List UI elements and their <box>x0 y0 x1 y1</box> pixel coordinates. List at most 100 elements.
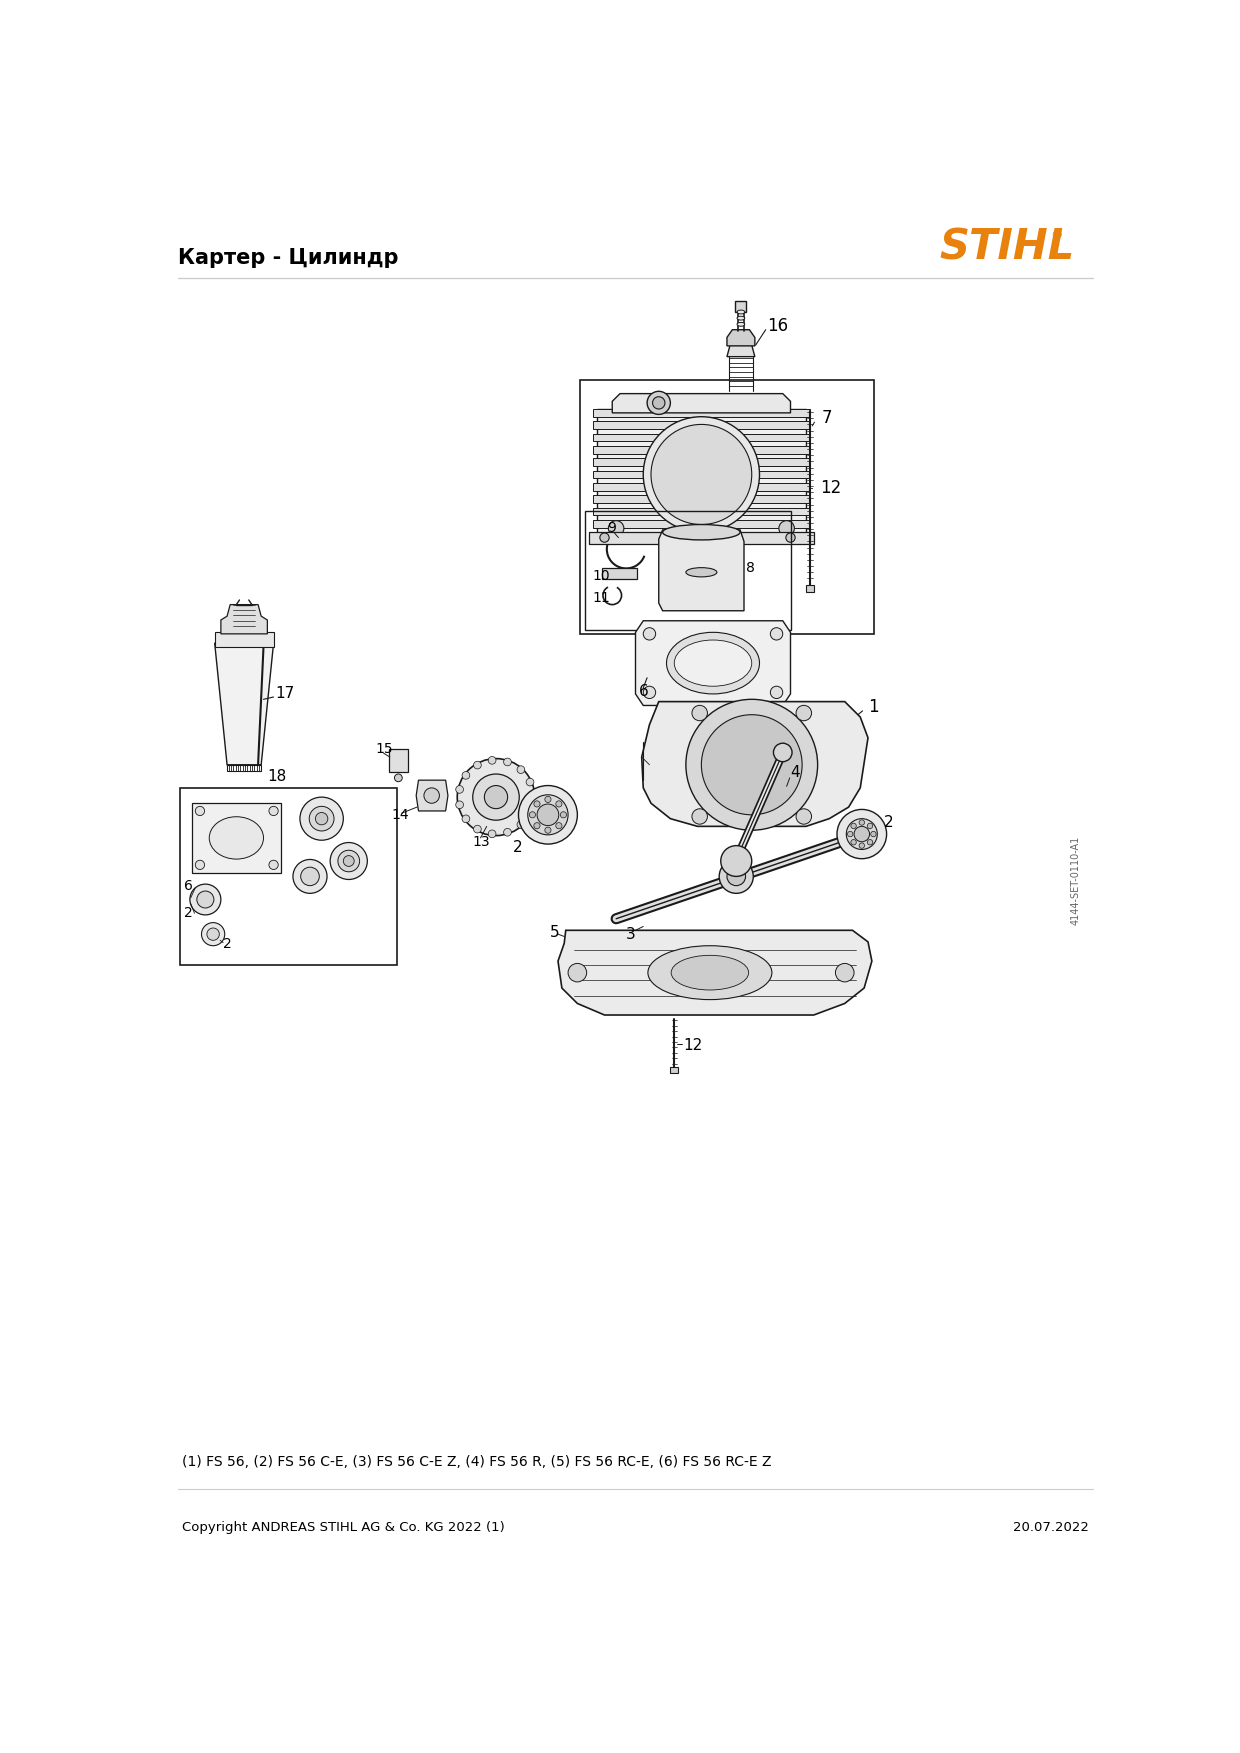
Text: 6: 6 <box>185 880 193 894</box>
Circle shape <box>774 743 792 763</box>
Ellipse shape <box>667 633 759 694</box>
Circle shape <box>851 840 857 845</box>
Circle shape <box>526 808 534 815</box>
Polygon shape <box>727 330 755 345</box>
Polygon shape <box>658 529 744 610</box>
Text: 2: 2 <box>883 815 893 829</box>
Circle shape <box>609 521 624 536</box>
Text: 17: 17 <box>275 687 294 701</box>
Circle shape <box>556 822 562 829</box>
Circle shape <box>779 521 795 536</box>
Circle shape <box>472 775 520 820</box>
Circle shape <box>300 798 343 840</box>
Bar <box>671 1066 678 1073</box>
Circle shape <box>315 812 327 826</box>
Circle shape <box>647 391 671 414</box>
Ellipse shape <box>210 817 263 859</box>
Circle shape <box>394 775 402 782</box>
Circle shape <box>859 820 864 826</box>
Circle shape <box>727 868 745 885</box>
Circle shape <box>528 794 568 834</box>
Circle shape <box>195 806 205 815</box>
Circle shape <box>719 859 753 894</box>
Circle shape <box>867 824 873 829</box>
Circle shape <box>560 812 567 819</box>
Text: 12: 12 <box>820 479 841 496</box>
Text: 10: 10 <box>593 570 610 584</box>
Circle shape <box>847 819 878 850</box>
Bar <box>593 482 810 491</box>
Circle shape <box>463 815 470 822</box>
Polygon shape <box>727 345 755 356</box>
Bar <box>192 803 281 873</box>
Text: 8: 8 <box>745 561 754 575</box>
Ellipse shape <box>671 955 749 990</box>
Circle shape <box>686 699 817 831</box>
Bar <box>593 433 810 442</box>
Bar <box>593 521 810 528</box>
Circle shape <box>300 868 320 885</box>
Polygon shape <box>596 408 806 536</box>
Circle shape <box>870 831 877 836</box>
Text: 15: 15 <box>376 742 393 756</box>
Text: 2: 2 <box>513 840 523 855</box>
Bar <box>589 533 813 543</box>
Ellipse shape <box>686 568 717 577</box>
Text: 2: 2 <box>185 906 193 920</box>
Circle shape <box>293 859 327 894</box>
Circle shape <box>644 417 759 533</box>
Circle shape <box>474 826 481 833</box>
Ellipse shape <box>662 524 740 540</box>
Polygon shape <box>613 394 791 414</box>
Bar <box>593 508 810 515</box>
Circle shape <box>529 794 537 801</box>
Bar <box>180 787 397 964</box>
Circle shape <box>309 806 334 831</box>
Circle shape <box>556 801 562 806</box>
Circle shape <box>644 685 656 698</box>
Circle shape <box>456 785 464 794</box>
Circle shape <box>692 808 708 824</box>
Circle shape <box>503 829 511 836</box>
Text: 12: 12 <box>683 1038 703 1054</box>
Bar <box>580 380 874 635</box>
Circle shape <box>456 801 464 808</box>
Text: 11: 11 <box>593 591 610 605</box>
Circle shape <box>770 628 782 640</box>
Circle shape <box>517 766 525 773</box>
Circle shape <box>458 759 534 836</box>
Text: (1) FS 56, (2) FS 56 C-E, (3) FS 56 C-E Z, (4) FS 56 R, (5) FS 56 RC-E, (6) FS 5: (1) FS 56, (2) FS 56 C-E, (3) FS 56 C-E … <box>182 1455 771 1469</box>
Text: 7: 7 <box>821 408 832 428</box>
Circle shape <box>529 812 536 819</box>
Text: 2: 2 <box>223 938 232 952</box>
Polygon shape <box>635 621 791 705</box>
Circle shape <box>568 964 587 982</box>
Text: Copyright ANDREAS STIHL AG & Co. KG 2022 (1): Copyright ANDREAS STIHL AG & Co. KG 2022… <box>182 1520 505 1534</box>
Circle shape <box>269 861 278 869</box>
Text: 6: 6 <box>640 684 649 699</box>
Bar <box>593 458 810 466</box>
Bar <box>593 496 810 503</box>
Text: 14: 14 <box>392 808 409 822</box>
Text: 1: 1 <box>868 698 879 715</box>
Circle shape <box>786 533 795 542</box>
Circle shape <box>544 827 551 833</box>
Bar <box>585 510 791 629</box>
Circle shape <box>517 820 525 829</box>
Circle shape <box>207 927 219 940</box>
Circle shape <box>692 705 708 720</box>
Circle shape <box>537 805 559 826</box>
Circle shape <box>720 845 751 876</box>
Bar <box>593 408 810 417</box>
Text: 5: 5 <box>551 926 560 940</box>
Circle shape <box>796 705 811 720</box>
Polygon shape <box>215 643 274 764</box>
Text: 16: 16 <box>768 317 789 335</box>
Ellipse shape <box>647 945 771 999</box>
Ellipse shape <box>737 316 745 321</box>
Circle shape <box>201 922 224 945</box>
Bar <box>593 445 810 454</box>
Circle shape <box>197 891 215 908</box>
Circle shape <box>836 964 854 982</box>
Circle shape <box>651 424 751 524</box>
